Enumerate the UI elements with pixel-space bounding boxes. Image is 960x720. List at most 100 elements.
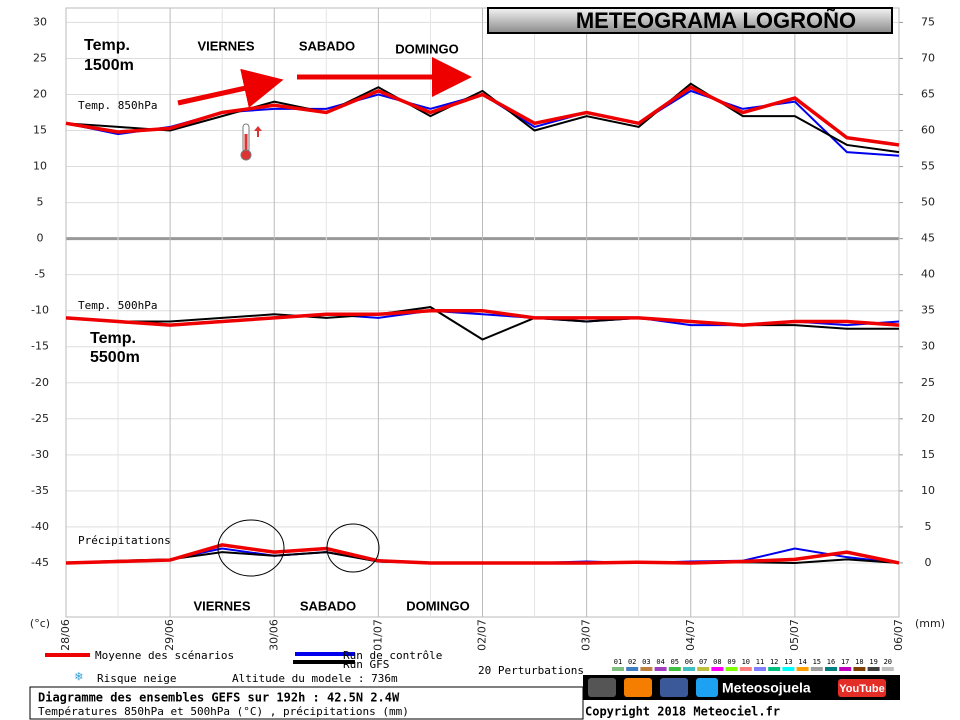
snow-label: Risque neige [97, 672, 176, 685]
perturbation-swatch [853, 667, 866, 671]
instagram-icon[interactable] [588, 678, 616, 697]
title-box [487, 7, 893, 34]
thermometer-icon [240, 123, 262, 161]
x-tick-label: 01/07 [371, 619, 384, 651]
perturbation-number: 05 [671, 658, 679, 666]
y2-tick-label: 15 [921, 448, 935, 461]
y-axis-label: (°c) [30, 617, 50, 630]
x-tick-label: 28/06 [59, 619, 72, 651]
annotation: 5500m [90, 349, 140, 366]
y-tick-label: -25 [31, 412, 49, 425]
perturbation-number: 01 [614, 658, 622, 666]
highlight-circle [217, 519, 285, 577]
y-tick-label: 20 [33, 87, 47, 100]
y2-tick-label: 65 [921, 87, 935, 100]
y2-tick-label: 30 [921, 340, 935, 353]
perturbation-swatch [839, 667, 852, 671]
y2-tick-label: 40 [921, 268, 935, 281]
perturbation-swatch [668, 667, 681, 671]
y-tick-label: 10 [33, 160, 47, 173]
perturbation-swatch [612, 667, 624, 671]
y2-tick-label: 60 [921, 124, 935, 137]
annotation: Temp. [90, 330, 136, 347]
footer-line: Diagramme des ensembles GEFS sur 192h : … [38, 691, 400, 705]
youtube-label[interactable]: YouTube [839, 683, 884, 695]
perturbation-number: 11 [756, 658, 764, 666]
y2-tick-label: 45 [921, 232, 935, 245]
perturbation-number: 03 [642, 658, 650, 666]
day-label: SABADO [300, 598, 356, 613]
footer-line: Températures 850hPa et 500hPa (°C) , pré… [38, 705, 409, 718]
facebook-icon[interactable] [660, 678, 688, 697]
perturbation-number: 18 [855, 658, 863, 666]
perturbation-swatch [626, 667, 639, 671]
y-tick-label: -30 [31, 448, 49, 461]
y2-tick-label: 70 [921, 51, 935, 64]
footer-box [29, 686, 584, 720]
perturbation-number: 10 [742, 658, 750, 666]
line-temp500 [65, 308, 900, 327]
perturbation-number: 12 [770, 658, 778, 666]
series-label: Précipitations [78, 534, 171, 547]
y2-tick-label: 20 [921, 412, 935, 425]
y2-tick-label: 35 [921, 304, 935, 317]
legend-label: Run GFS [343, 658, 389, 671]
snow-icon: ❄ [74, 670, 83, 685]
x-tick-label: 06/07 [892, 619, 905, 651]
perturbation-swatch [654, 667, 667, 671]
perturbation-number: 08 [713, 658, 721, 666]
y-tick-label: 0 [37, 232, 44, 245]
line-temp850 [65, 85, 900, 147]
day-label: DOMINGO [406, 598, 470, 613]
perturbation-number: 20 [884, 658, 892, 666]
perturbation-number: 13 [784, 658, 792, 666]
x-tick-label: 05/07 [788, 619, 801, 651]
altitude: Altitude du modele : 736m [232, 672, 398, 685]
perturbation-number: 09 [727, 658, 735, 666]
perturbation-number: 16 [827, 658, 835, 666]
annotation: Temp. [84, 37, 130, 54]
day-label: SABADO [299, 38, 355, 53]
highlight-circle [326, 523, 380, 573]
y-tick-label: -45 [31, 556, 49, 569]
perturbation-swatch [782, 667, 795, 671]
legend-label: Run de contrôle [343, 649, 442, 662]
y2-tick-label: 25 [921, 376, 935, 389]
perturbation-swatch [881, 667, 894, 671]
y-tick-label: 15 [33, 124, 47, 137]
perturbation-number: 15 [813, 658, 821, 666]
perturbation-swatch [683, 667, 695, 671]
y-tick-label: 25 [33, 51, 47, 64]
copyright: Copyright 2018 Meteociel.fr [585, 705, 780, 719]
perturbation-swatch [754, 667, 766, 671]
day-label: VIERNES [197, 38, 254, 53]
perturbation-number: 06 [685, 658, 693, 666]
y2-tick-label: 5 [925, 520, 932, 533]
brand[interactable]: Meteosojuela [722, 680, 811, 696]
y-tick-label: 30 [33, 15, 47, 28]
y-tick-label: -10 [31, 304, 49, 317]
perturbation-swatch [768, 667, 781, 671]
twitter-icon[interactable] [696, 678, 718, 697]
arrow [177, 68, 284, 108]
y2-tick-label: 10 [921, 484, 935, 497]
day-label: VIERNES [193, 598, 250, 613]
y2-axis-label: (mm) [915, 617, 945, 630]
youtube-icon[interactable] [838, 679, 886, 697]
perturbation-number: 04 [656, 658, 664, 666]
y2-tick-label: 50 [921, 196, 935, 209]
perturbation-number: 14 [798, 658, 806, 666]
legend-label: Moyenne des scénarios [95, 649, 234, 662]
perturbation-swatch [810, 667, 823, 671]
perturbation-swatch [867, 667, 880, 671]
perturbation-number: 02 [628, 658, 636, 666]
day-label: DOMINGO [395, 41, 459, 56]
blogger-icon[interactable] [624, 678, 652, 697]
chart-title: METEOGRAMA LOGROÑO [576, 8, 856, 33]
line-precip [65, 543, 900, 565]
perturbation-number: 17 [841, 658, 849, 666]
perturbation-swatch [739, 667, 752, 671]
perturbation-swatch [796, 667, 809, 671]
y-tick-label: -15 [31, 340, 49, 353]
